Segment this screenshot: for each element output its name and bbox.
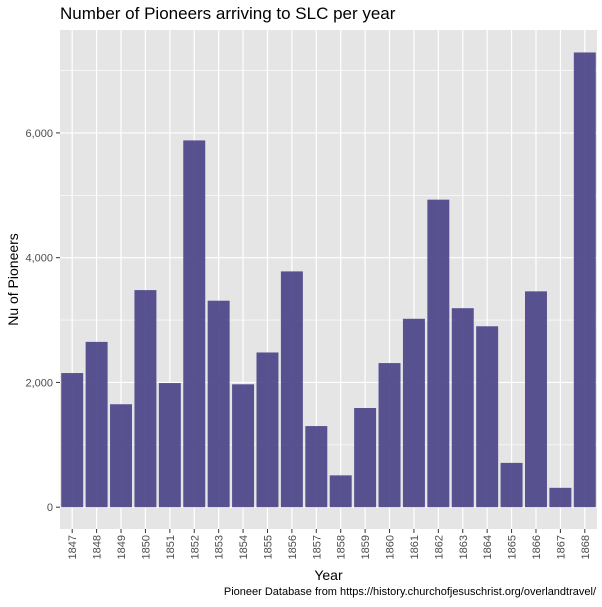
x-tick-label: 1849	[116, 535, 128, 559]
chart-caption: Pioneer Database from https://history.ch…	[223, 586, 596, 598]
bar-1851	[158, 383, 181, 508]
x-tick-label: 1868	[580, 535, 592, 559]
y-tick-label: 2,000	[25, 377, 53, 389]
x-tick-label: 1857	[311, 535, 323, 559]
bar-1849	[110, 404, 133, 508]
x-tick-label: 1853	[214, 535, 226, 559]
y-tick-label: 0	[47, 502, 53, 514]
x-tick-label: 1860	[385, 535, 397, 559]
x-tick-label: 1850	[140, 535, 152, 559]
y-tick-label: 4,000	[25, 253, 53, 265]
bar-1856	[280, 271, 303, 508]
bar-1860	[378, 363, 401, 508]
x-tick-label: 1865	[507, 535, 519, 559]
bar-1861	[402, 318, 425, 508]
bar-1852	[183, 140, 206, 508]
x-tick-label: 1867	[555, 535, 567, 559]
y-axis-title: Nu of Pioneers	[5, 233, 21, 326]
bar-1862	[427, 199, 450, 508]
x-tick-label: 1863	[458, 535, 470, 559]
x-tick-label: 1866	[531, 535, 543, 559]
x-tick-label: 1854	[238, 535, 250, 559]
x-axis-title: Year	[314, 567, 343, 583]
bar-1866	[524, 291, 547, 508]
x-tick-label: 1847	[67, 535, 79, 559]
bar-1857	[305, 426, 328, 508]
bar-1850	[134, 290, 157, 508]
bar-1854	[232, 384, 255, 508]
x-tick-label: 1864	[482, 535, 494, 559]
bars	[61, 52, 596, 508]
bar-1848	[85, 341, 108, 508]
bar-1863	[451, 308, 474, 508]
x-tick-label: 1859	[360, 535, 372, 559]
x-tick-label: 1851	[165, 535, 177, 559]
x-tick-label: 1848	[92, 535, 104, 559]
bar-1855	[256, 352, 279, 508]
x-tick-label: 1852	[189, 535, 201, 559]
bar-1859	[354, 407, 377, 508]
x-tick-label: 1862	[433, 535, 445, 559]
bar-1864	[476, 326, 499, 508]
x-tick-label: 1861	[409, 535, 421, 559]
bar-1847	[61, 373, 84, 508]
bar-1858	[329, 475, 352, 508]
chart-title: Number of Pioneers arriving to SLC per y…	[60, 4, 396, 23]
bar-1867	[549, 487, 572, 508]
bar-1865	[500, 462, 523, 508]
bar-1853	[207, 300, 230, 508]
y-tick-label: 6,000	[25, 128, 53, 140]
y-axis: 0 2,000 4,000 6,000	[25, 128, 60, 514]
x-axis: 1847 1848 1849 1850 1851 1852 1853 1854 1855 1856…	[67, 529, 592, 559]
x-tick-label: 1855	[262, 535, 274, 559]
x-tick-label: 1856	[287, 535, 299, 559]
bar-1868	[573, 52, 596, 508]
x-tick-label: 1858	[336, 535, 348, 559]
